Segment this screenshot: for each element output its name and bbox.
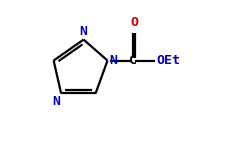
Text: N: N — [52, 95, 60, 108]
Text: O: O — [130, 16, 138, 29]
Text: OEt: OEt — [156, 54, 180, 67]
Text: N: N — [80, 25, 88, 38]
Text: N: N — [109, 54, 117, 67]
Text: C: C — [129, 54, 137, 67]
